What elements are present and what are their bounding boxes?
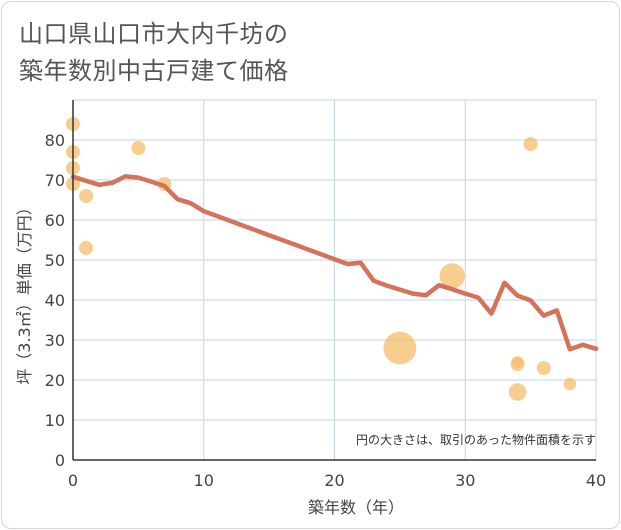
chart-title: 山口県山口市大内千坊の 築年数別中古戸建て価格 bbox=[19, 16, 289, 90]
y-tick-label: 60 bbox=[45, 211, 65, 230]
y-axis-label: 坪（3.3㎡）単価（万円） bbox=[15, 199, 34, 384]
bubble-point bbox=[536, 361, 551, 375]
x-tick-label: 30 bbox=[455, 471, 475, 490]
bubble-point bbox=[79, 241, 94, 255]
chart-title-line2: 築年数別中古戸建て価格 bbox=[19, 57, 289, 85]
y-tick-label: 0 bbox=[55, 451, 65, 470]
bubble-point bbox=[439, 263, 465, 289]
trend-layer bbox=[70, 174, 599, 352]
y-tick-label: 80 bbox=[45, 131, 65, 150]
y-tick-label: 20 bbox=[45, 371, 65, 390]
bubble-point bbox=[508, 383, 527, 401]
trend-line bbox=[70, 174, 599, 352]
bubble-point bbox=[510, 357, 525, 371]
bubble-point bbox=[383, 331, 417, 365]
tick-labels: 0 10 20 30 40 0 10 20 30 40 50 60 70 80 bbox=[45, 131, 607, 490]
bubble-point bbox=[131, 141, 146, 155]
axes bbox=[72, 100, 596, 461]
y-tick-label: 10 bbox=[45, 411, 65, 430]
x-tick-label: 10 bbox=[194, 471, 214, 490]
bubble-layer bbox=[66, 117, 577, 401]
y-tick-label: 70 bbox=[45, 171, 65, 190]
y-tick-label: 30 bbox=[45, 331, 65, 350]
bubble-point bbox=[79, 189, 94, 203]
chart-title-line1: 山口県山口市大内千坊の bbox=[19, 20, 289, 48]
x-axis-label: 築年数（年） bbox=[308, 498, 404, 517]
x-tick-label: 20 bbox=[324, 471, 344, 490]
x-tick-label: 40 bbox=[586, 471, 606, 490]
y-tick-label: 40 bbox=[45, 291, 65, 310]
x-tick-label: 0 bbox=[68, 471, 78, 490]
bubble-point bbox=[563, 377, 577, 391]
y-tick-label: 50 bbox=[45, 251, 65, 270]
bubble-size-note: 円の大きさは、取引のあった物件面積を示す bbox=[356, 432, 596, 447]
grid-lines bbox=[72, 99, 597, 460]
bubble-point bbox=[523, 137, 538, 151]
